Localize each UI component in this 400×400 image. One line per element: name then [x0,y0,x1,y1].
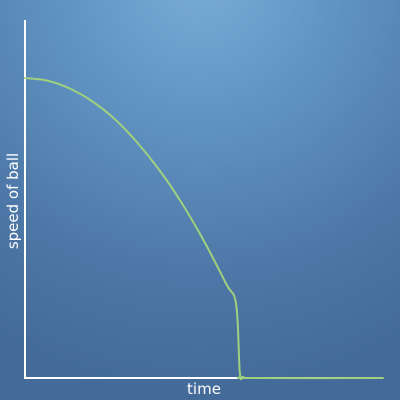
series-line-0 [24,77,384,381]
series-group [24,77,384,381]
y-axis-title: speed of ball [4,153,22,249]
x-axis-title: time [187,380,221,398]
axes [24,20,383,379]
